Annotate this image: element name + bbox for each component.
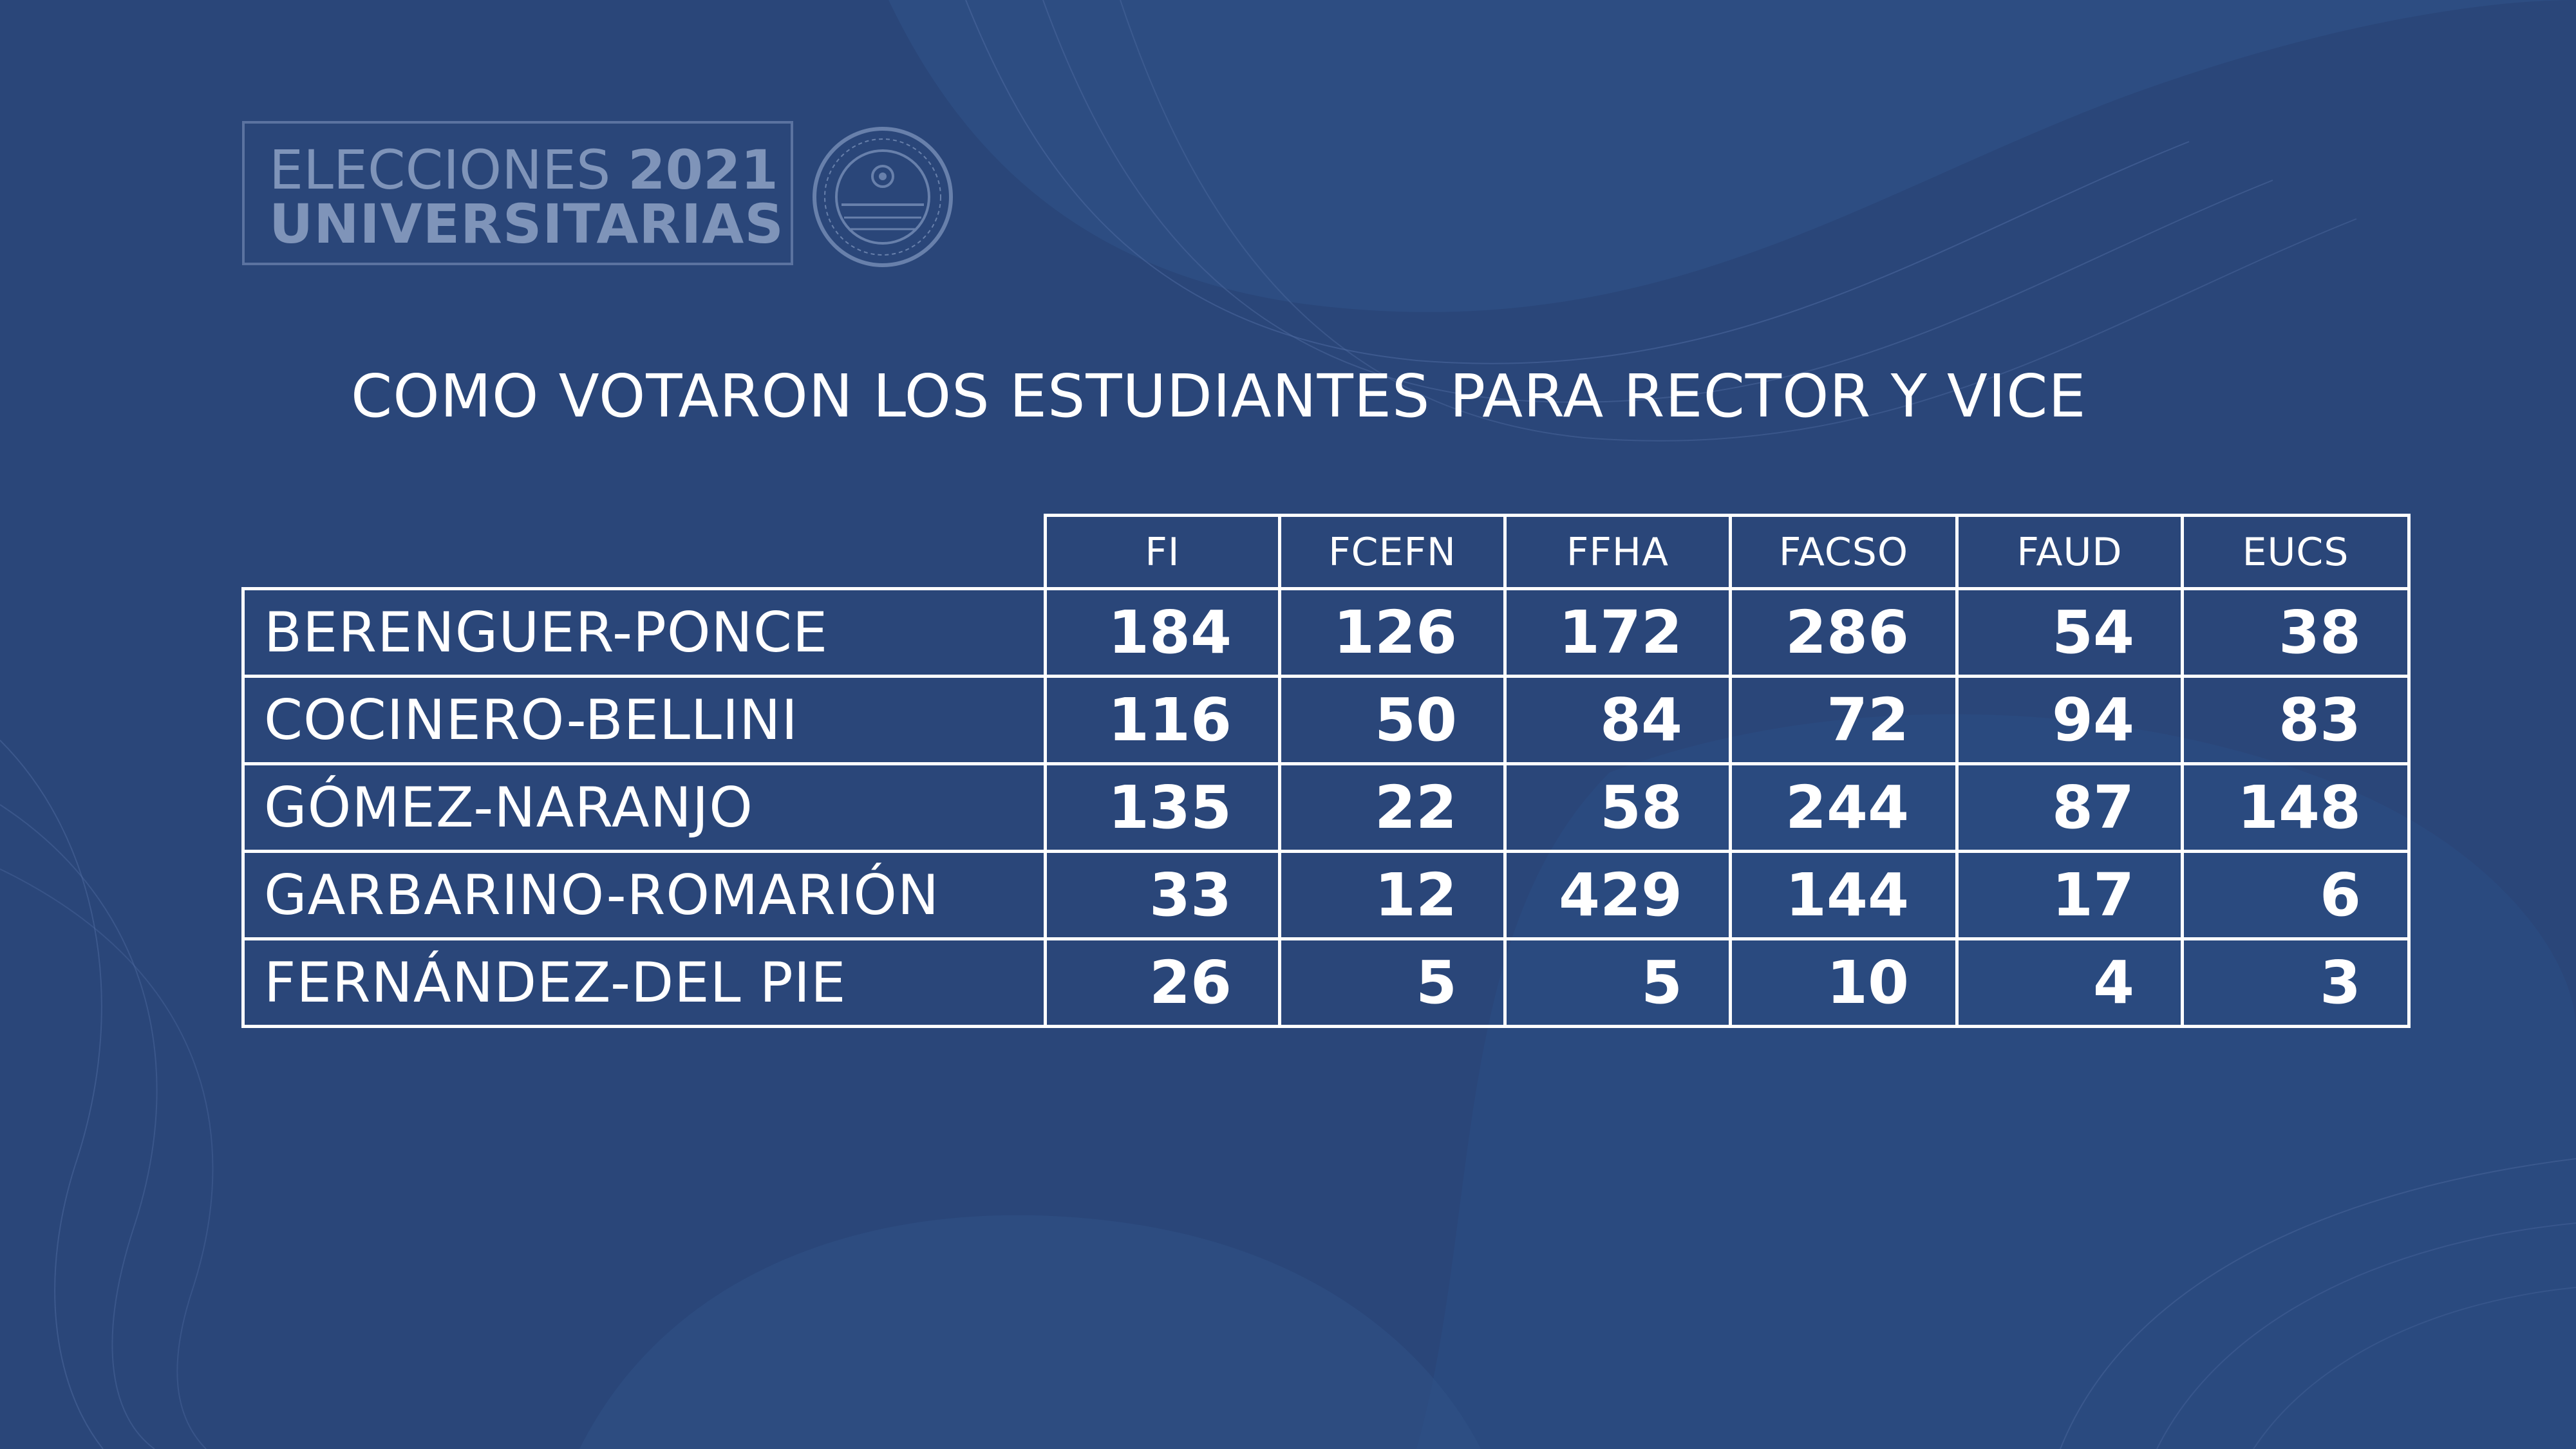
column-header-ffha: FFHA	[1503, 514, 1732, 590]
vote-count: 126	[1278, 587, 1507, 678]
vote-count: 26	[1044, 937, 1281, 1028]
vote-count: 87	[1955, 762, 2184, 853]
vote-count: 144	[1729, 850, 1959, 940]
column-header-facso: FACSO	[1729, 514, 1959, 590]
candidate-name: GARBARINO-ROMARIÓN	[241, 850, 1047, 940]
column-header-eucs: EUCS	[2181, 514, 2411, 590]
vote-count: 50	[1278, 675, 1507, 765]
vote-count: 38	[2181, 587, 2411, 678]
vote-count: 286	[1729, 587, 1959, 678]
table-row: FERNÁNDEZ-DEL PIE 26 5 5 10 4 3	[241, 937, 2411, 1028]
results-table: FI FCEFN FFHA FACSO FAUD EUCS BERENGUER-…	[241, 514, 2411, 1028]
vote-count: 148	[2181, 762, 2411, 853]
vote-count: 6	[2181, 850, 2411, 940]
vote-count: 429	[1503, 850, 1732, 940]
elections-logo: ELECCIONES 2021 UNIVERSITARIAS	[242, 121, 793, 265]
logo-word: ELECCIONES	[269, 138, 611, 201]
vote-count: 58	[1503, 762, 1732, 853]
logo-title-line: ELECCIONES 2021	[269, 143, 778, 197]
table-row: BERENGUER-PONCE 184 126 172 286 54 38	[241, 587, 2411, 678]
page-title: COMO VOTARON LOS ESTUDIANTES PARA RECTOR…	[351, 362, 2087, 431]
table-row: COCINERO-BELLINI 116 50 84 72 94 83	[241, 675, 2411, 765]
vote-count: 94	[1955, 675, 2184, 765]
vote-count: 10	[1729, 937, 1959, 1028]
column-header-faud: FAUD	[1955, 514, 2184, 590]
vote-count: 72	[1729, 675, 1959, 765]
vote-count: 54	[1955, 587, 2184, 678]
header-row: FI FCEFN FFHA FACSO FAUD EUCS	[243, 514, 2411, 590]
vote-count: 83	[2181, 675, 2411, 765]
table-row: GÓMEZ-NARANJO 135 22 58 244 87 148	[241, 762, 2411, 853]
vote-count: 184	[1044, 587, 1281, 678]
vote-count: 116	[1044, 675, 1281, 765]
column-header-fcefn: FCEFN	[1278, 514, 1507, 590]
vote-count: 4	[1955, 937, 2184, 1028]
vote-count: 244	[1729, 762, 1959, 853]
header-blank-cell	[243, 515, 1047, 590]
vote-count: 84	[1503, 675, 1732, 765]
vote-count: 33	[1044, 850, 1281, 940]
vote-count: 12	[1278, 850, 1507, 940]
vote-count: 3	[2181, 937, 2411, 1028]
vote-count: 17	[1955, 850, 2184, 940]
candidate-name: GÓMEZ-NARANJO	[241, 762, 1047, 853]
logo-year: 2021	[628, 138, 778, 201]
candidate-name: FERNÁNDEZ-DEL PIE	[241, 937, 1047, 1028]
logo-subtitle-line: UNIVERSITARIAS	[269, 192, 784, 256]
university-seal-icon	[813, 127, 953, 267]
candidate-name: COCINERO-BELLINI	[241, 675, 1047, 765]
vote-count: 22	[1278, 762, 1507, 853]
vote-count: 135	[1044, 762, 1281, 853]
vote-count: 172	[1503, 587, 1732, 678]
table-row: GARBARINO-ROMARIÓN 33 12 429 144 17 6	[241, 850, 2411, 940]
column-header-fi: FI	[1044, 514, 1281, 590]
vote-count: 5	[1278, 937, 1507, 1028]
candidate-name: BERENGUER-PONCE	[241, 587, 1047, 678]
vote-count: 5	[1503, 937, 1732, 1028]
